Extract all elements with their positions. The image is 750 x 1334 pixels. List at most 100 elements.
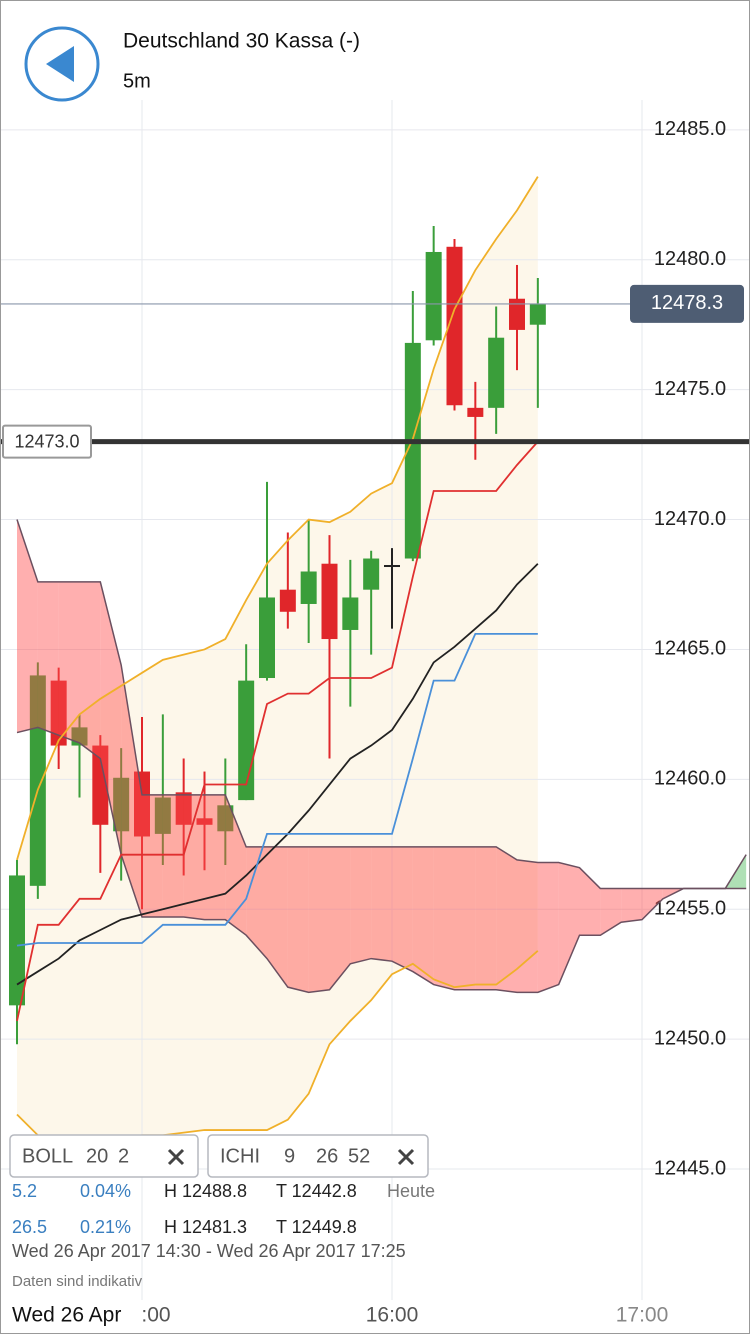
cloud-border bbox=[16, 519, 747, 890]
cloud-segment bbox=[579, 867, 601, 936]
cloud-segment bbox=[371, 846, 392, 962]
time-range: Wed 26 Apr 2017 14:30 - Wed 26 Apr 2017 … bbox=[12, 1241, 406, 1261]
stat-value: H 12481.3 bbox=[164, 1217, 247, 1237]
chip-param: 2 bbox=[118, 1145, 129, 1167]
candle-body bbox=[467, 407, 484, 417]
disclaimer: Daten sind indikativ bbox=[12, 1273, 143, 1290]
y-tick-label: 12480.0 bbox=[654, 248, 726, 270]
cloud-segment bbox=[517, 859, 538, 993]
candle-body bbox=[217, 805, 234, 832]
chip-name: BOLL bbox=[22, 1145, 73, 1167]
x-tick-label: 17:00 bbox=[616, 1304, 669, 1327]
back-icon bbox=[46, 46, 74, 82]
y-tick-label: 12455.0 bbox=[654, 898, 726, 920]
chip-box bbox=[9, 1134, 199, 1178]
last-price-label: 12478.3 bbox=[651, 292, 723, 314]
stat-value: T 12449.8 bbox=[276, 1217, 357, 1237]
candle-body bbox=[300, 571, 317, 604]
candle-body bbox=[196, 818, 213, 825]
instrument-title: Deutschland 30 Kassa (-) bbox=[123, 30, 360, 53]
x-tick-label: :00 bbox=[141, 1304, 170, 1327]
stat-value: 0.21% bbox=[80, 1217, 131, 1237]
cloud-segment bbox=[558, 862, 580, 985]
candle-body bbox=[279, 589, 296, 612]
bollinger-line bbox=[16, 176, 539, 861]
cloud-segment bbox=[100, 581, 122, 855]
last-price-box bbox=[630, 284, 744, 323]
date-label: Wed 26 Apr bbox=[12, 1304, 121, 1327]
cloud-segment bbox=[58, 581, 80, 743]
candle-body bbox=[9, 875, 25, 1006]
bollinger-fill bbox=[17, 176, 538, 1141]
candle-body bbox=[404, 342, 421, 559]
stat-value: H 12488.8 bbox=[164, 1181, 247, 1201]
stat-value: 0.04% bbox=[80, 1181, 131, 1201]
cloud-segment bbox=[537, 862, 559, 993]
candle-body bbox=[134, 771, 150, 837]
cloud-segment bbox=[225, 794, 247, 936]
y-tick-label: 12470.0 bbox=[654, 508, 726, 530]
chip-param: 20 bbox=[86, 1145, 108, 1167]
chip-close[interactable] bbox=[167, 1148, 185, 1166]
cloud-segment bbox=[642, 888, 663, 920]
cloud-segment bbox=[600, 888, 622, 936]
cloud-segment bbox=[475, 846, 497, 990]
alert-box bbox=[2, 424, 92, 459]
indicator-chip[interactable]: BOLL 20 2 bbox=[9, 1134, 199, 1178]
cloud-segment bbox=[246, 846, 267, 959]
chip-box bbox=[207, 1134, 429, 1178]
candle-body bbox=[259, 597, 275, 679]
cloud-segment bbox=[79, 581, 101, 759]
cloud-segment bbox=[142, 794, 163, 918]
ui-layer: Deutschland 30 Kassa (-) 5m :00 16:00 17:0… bbox=[9, 26, 669, 1327]
candle-body bbox=[425, 251, 442, 341]
y-tick-label: 12475.0 bbox=[654, 378, 726, 400]
cloud-segment bbox=[392, 846, 413, 972]
plot-area: 12485.0 12480.0 12475.0 12470.0 12465.0 12460… bbox=[0, 100, 750, 1300]
candle-body bbox=[175, 792, 192, 825]
interval[interactable]: 5m bbox=[123, 70, 151, 92]
cloud-segment bbox=[329, 846, 351, 990]
stat-value: 5.2 bbox=[12, 1181, 37, 1201]
cloud-segment bbox=[412, 846, 434, 985]
x-tick-label: 16:00 bbox=[366, 1304, 419, 1327]
indicator-chip[interactable]: ICHI 9 26 52 bbox=[207, 1134, 429, 1178]
cloud-segment bbox=[350, 846, 372, 964]
candle-body bbox=[342, 597, 359, 630]
y-tick-label: 12465.0 bbox=[654, 638, 726, 660]
chip-param: 52 bbox=[348, 1145, 370, 1167]
indicator-line bbox=[16, 563, 539, 986]
cloud-segment bbox=[496, 846, 517, 993]
candle-body bbox=[529, 303, 546, 325]
candle-body bbox=[488, 337, 505, 408]
candle-body bbox=[321, 563, 338, 640]
chip-close[interactable] bbox=[397, 1148, 415, 1166]
indicator-line bbox=[16, 632, 538, 947]
candle-body bbox=[92, 745, 109, 825]
chip-name: ICHI bbox=[220, 1145, 260, 1167]
candle-body bbox=[113, 777, 130, 832]
y-tick-label: 12450.0 bbox=[654, 1027, 726, 1049]
candle-body bbox=[154, 797, 171, 834]
cloud-segment bbox=[454, 846, 476, 990]
chip-param: 9 bbox=[284, 1145, 295, 1167]
y-tick-label: 12485.0 bbox=[654, 118, 726, 140]
y-tick-label: 12460.0 bbox=[654, 768, 726, 790]
cloud-segment bbox=[204, 794, 226, 920]
cloud-segment bbox=[287, 846, 309, 993]
cloud-segment bbox=[308, 846, 330, 993]
indicator-line bbox=[16, 441, 539, 1022]
chip-param: 26 bbox=[316, 1145, 338, 1167]
alert-label: 12473.0 bbox=[14, 431, 79, 451]
y-tick-label: 12445.0 bbox=[654, 1157, 726, 1179]
candle-body bbox=[446, 246, 463, 406]
candle-body bbox=[509, 298, 525, 330]
cloud-segment bbox=[621, 888, 642, 923]
candle-body bbox=[50, 680, 67, 746]
cloud-segment bbox=[17, 519, 38, 733]
cloud-segment bbox=[183, 794, 205, 920]
cloud-border bbox=[16, 726, 747, 994]
cloud-segment bbox=[37, 581, 59, 736]
cloud-segment bbox=[267, 846, 288, 988]
